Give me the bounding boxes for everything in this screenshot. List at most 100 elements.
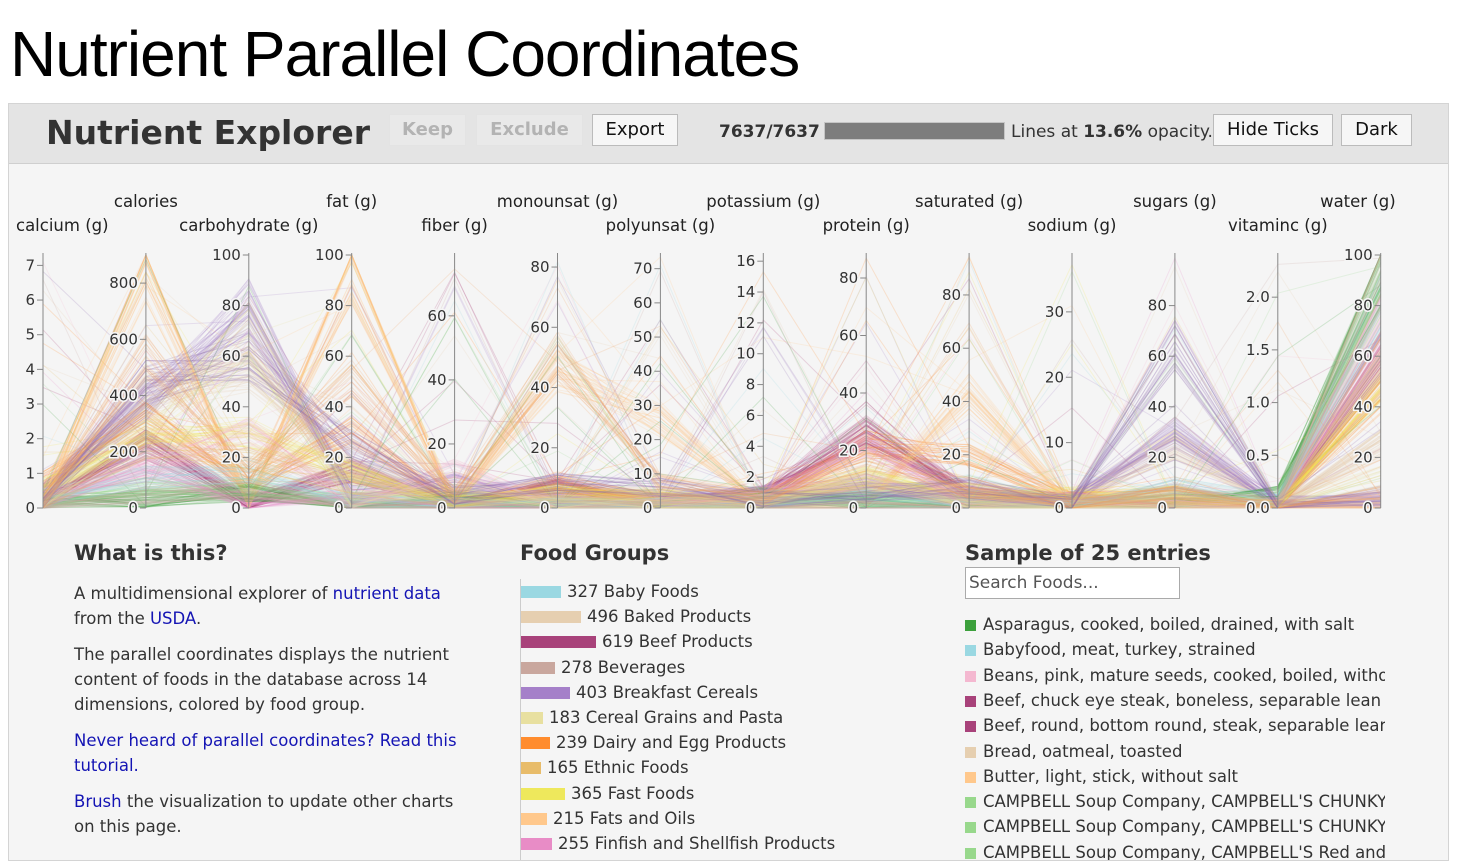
sample-entry[interactable]: Babyfood, meat, turkey, strained [965, 637, 1385, 662]
axis-fiber-g[interactable]: 0 20 40 60 fiber (g) [421, 216, 487, 519]
axis-sugars-g[interactable]: 0 20 40 60 80 sugars (g) [1133, 192, 1217, 519]
tick-label: 40 [530, 379, 549, 397]
axis-calories[interactable]: 0 200 400 600 800 calories [108, 192, 178, 519]
sample-entry[interactable]: Beef, chuck eye steak, boneless, separab… [965, 688, 1385, 713]
sample-entry-swatch [965, 847, 976, 859]
food-line [42, 254, 1382, 509]
axis-title[interactable]: fat (g) [326, 192, 377, 211]
food-line [42, 308, 1381, 509]
sample-entry[interactable]: CAMPBELL Soup Company, CAMPBELL'S CHUNKY… [965, 789, 1385, 814]
food-line [42, 398, 1382, 509]
dark-mode-button[interactable]: Dark [1341, 114, 1412, 146]
food-line [42, 254, 1382, 509]
axis-carbohydrate-g[interactable]: 0 20 40 60 80 100 carbohydrate (g) [179, 216, 318, 519]
tick-label: 60 [1354, 347, 1373, 365]
axis-title[interactable]: water (g) [1320, 192, 1396, 211]
food-group-bar [521, 762, 541, 775]
about-text: A multidimensional explorer of [74, 584, 333, 603]
axis-title[interactable]: carbohydrate (g) [179, 216, 318, 235]
food-line [42, 270, 1382, 509]
tick-label: 60 [222, 347, 241, 365]
axis-vitaminc-g[interactable]: 0.0 0.5 1.0 1.5 2.0 vitaminc (g) [1228, 216, 1328, 519]
axis-fat-g[interactable]: 0 20 40 60 80 100 fat (g) [314, 192, 378, 519]
axis-title[interactable]: polyunsat (g) [606, 216, 716, 235]
tick-label: 0 [334, 499, 344, 517]
axis-title[interactable]: calcium (g) [16, 216, 109, 235]
keep-button[interactable]: Keep [389, 114, 466, 146]
export-button[interactable]: Export [592, 114, 678, 146]
sample-entry[interactable]: CAMPBELL Soup Company, CAMPBELL'S Red an… [965, 840, 1385, 860]
sample-heading: Sample of 25 entries [965, 541, 1211, 565]
food-line [42, 344, 1381, 509]
tick-label: 40 [222, 398, 241, 416]
food-line [42, 336, 1382, 509]
axis-polyunsat-g[interactable]: 0 10 20 30 40 50 60 70 polyunsat (g) [606, 216, 716, 519]
hide-ticks-button[interactable]: Hide Ticks [1213, 114, 1333, 146]
sample-entry[interactable]: Bread, oatmeal, toasted [965, 739, 1385, 764]
sample-entry[interactable]: Beans, pink, mature seeds, cooked, boile… [965, 663, 1385, 688]
food-line [42, 275, 1382, 509]
tick-label: 1.0 [1246, 394, 1270, 412]
food-line [42, 261, 1382, 509]
axis-title[interactable]: vitaminc (g) [1228, 216, 1328, 235]
food-line [42, 356, 1381, 509]
axis-title[interactable]: saturated (g) [915, 192, 1023, 211]
axis-title[interactable]: potassium (g) [706, 192, 820, 211]
food-line [42, 364, 1382, 509]
axis-monounsat-g[interactable]: 0 20 40 60 80 monounsat (g) [497, 192, 618, 519]
food-line [42, 260, 1382, 509]
tutorial-link[interactable]: Never heard of parallel coordinates? Rea… [74, 731, 457, 775]
food-line [42, 305, 1382, 509]
food-line [42, 408, 1382, 509]
usda-link[interactable]: USDA [149, 609, 196, 628]
food-line [42, 277, 1381, 509]
sample-entry[interactable]: Butter, light, stick, without salt [965, 764, 1385, 789]
exclude-button[interactable]: Exclude [476, 114, 583, 146]
food-line [42, 284, 1382, 506]
axis-title[interactable]: protein (g) [823, 216, 910, 235]
axis-title[interactable]: sugars (g) [1133, 192, 1217, 211]
brush-link[interactable]: Brush [74, 792, 122, 811]
food-group-bar [521, 812, 547, 825]
axis-water-g[interactable]: 0 20 40 60 80 100 water (g) [1320, 192, 1396, 519]
sample-entry[interactable]: Beef, round, bottom round, steak, separa… [965, 713, 1385, 738]
food-line [42, 350, 1382, 509]
axis-title[interactable]: sodium (g) [1028, 216, 1117, 235]
food-line [42, 270, 1382, 509]
axis-saturated-g[interactable]: 0 20 40 60 80 saturated (g) [915, 192, 1023, 519]
food-line [42, 379, 1381, 509]
search-foods-input[interactable] [965, 567, 1180, 599]
food-line [42, 288, 1382, 509]
food-line [42, 337, 1382, 509]
sample-entry[interactable]: Asparagus, cooked, boiled, drained, with… [965, 612, 1385, 637]
about-text: . [195, 609, 202, 628]
tick-label: 1.5 [1246, 341, 1270, 359]
axis-title[interactable]: fiber (g) [421, 216, 487, 235]
tick-label: 0 [643, 499, 653, 517]
food-line [42, 350, 1382, 509]
food-line [42, 334, 1382, 509]
axis-title[interactable]: monounsat (g) [497, 192, 618, 211]
food-line [42, 315, 1381, 508]
food-line [42, 334, 1381, 509]
food-line [42, 261, 1381, 509]
food-line [42, 371, 1381, 509]
axis-title[interactable]: calories [114, 192, 178, 211]
axis-potassium-g[interactable]: 0 2 4 6 8 10 12 14 16 potassium (g) [706, 192, 820, 519]
food-line [42, 275, 1381, 509]
food-line [42, 364, 1382, 508]
sample-entry[interactable]: CAMPBELL Soup Company, CAMPBELL'S CHUNKY… [965, 814, 1385, 839]
axis-protein-g[interactable]: 0 20 40 60 80 protein (g) [823, 216, 910, 519]
food-line [42, 302, 1382, 509]
food-line [42, 341, 1381, 509]
food-line [42, 294, 1382, 509]
axis-sodium-g[interactable]: 0 10 20 30 sodium (g) [1028, 216, 1117, 519]
food-groups-section: Food Groups 327 Baby Foods 496 Baked Prod… [520, 539, 940, 860]
food-line [42, 303, 1381, 509]
axis-calcium-g[interactable]: 0 1 2 3 4 5 6 7 calcium (g) [16, 216, 109, 519]
food-line [42, 362, 1381, 509]
food-line [42, 316, 1381, 509]
nutrient-data-link[interactable]: nutrient data [332, 584, 441, 603]
food-line [42, 371, 1382, 509]
